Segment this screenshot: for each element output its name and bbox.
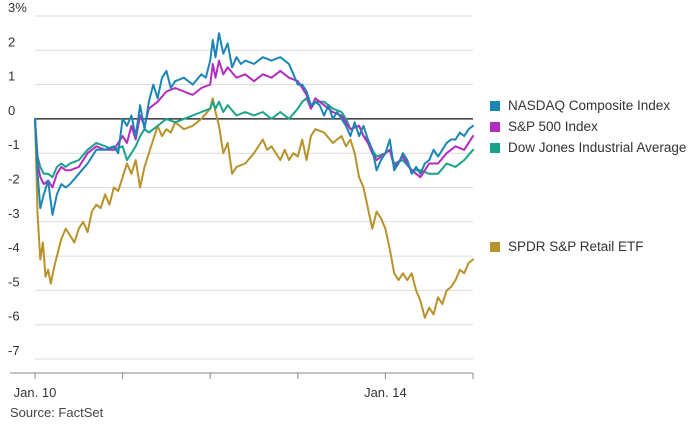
legend-item-sp500: S&P 500 Index [490, 117, 695, 136]
chart-svg: 3% 2 1 0 -1 -2 -3 -4 -5 -6 -7 Jan. 10 Jan. 14 [8, 0, 474, 400]
legend-swatch-sp500 [490, 122, 500, 132]
y-tick-label-8: -5 [8, 274, 20, 289]
series-line-3 [34, 97, 474, 319]
legend-item-nasdaq: NASDAQ Composite Index [490, 96, 695, 115]
y-tick-label-5: -2 [8, 172, 20, 187]
legend-swatch-dow [490, 143, 500, 153]
series-line-2 [34, 97, 474, 179]
legend-label-sp500: S&P 500 Index [508, 119, 598, 134]
y-tick-labels: 3% 2 1 0 -1 -2 -3 -4 -5 -6 -7 [8, 0, 27, 358]
legend-item-dow: Dow Jones Industrial Average [490, 138, 695, 157]
legend-swatch-nasdaq [490, 101, 500, 111]
legend-swatch-xrt [490, 242, 500, 252]
legend-item-xrt: SPDR S&P Retail ETF [490, 237, 695, 256]
x-tick-label-1: Jan. 14 [364, 385, 407, 400]
series-line-0 [34, 32, 474, 216]
source-note: Source: FactSet [10, 405, 104, 420]
x-tick-label-0: Jan. 10 [14, 385, 57, 400]
y-tick-label-1: 2 [8, 34, 15, 49]
legend: NASDAQ Composite Index S&P 500 Index Dow… [490, 96, 695, 256]
y-tick-label-9: -6 [8, 309, 20, 324]
legend-label-xrt: SPDR S&P Retail ETF [508, 239, 644, 254]
y-tick-label-6: -3 [8, 206, 20, 221]
x-axis: Jan. 10 Jan. 14 [10, 372, 474, 400]
y-tick-label-2: 1 [8, 69, 15, 84]
y-tick-label-10: -7 [8, 343, 20, 358]
y-tick-label-7: -4 [8, 240, 20, 255]
legend-label-dow: Dow Jones Industrial Average [508, 140, 687, 155]
grid-lines [35, 15, 473, 360]
legend-label-nasdaq: NASDAQ Composite Index [508, 98, 671, 113]
series-lines [34, 32, 474, 319]
y-tick-label-3: 0 [8, 103, 15, 118]
y-tick-label-4: -1 [8, 137, 20, 152]
series-line-1 [34, 59, 474, 189]
y-tick-label-0: 3% [8, 0, 27, 15]
